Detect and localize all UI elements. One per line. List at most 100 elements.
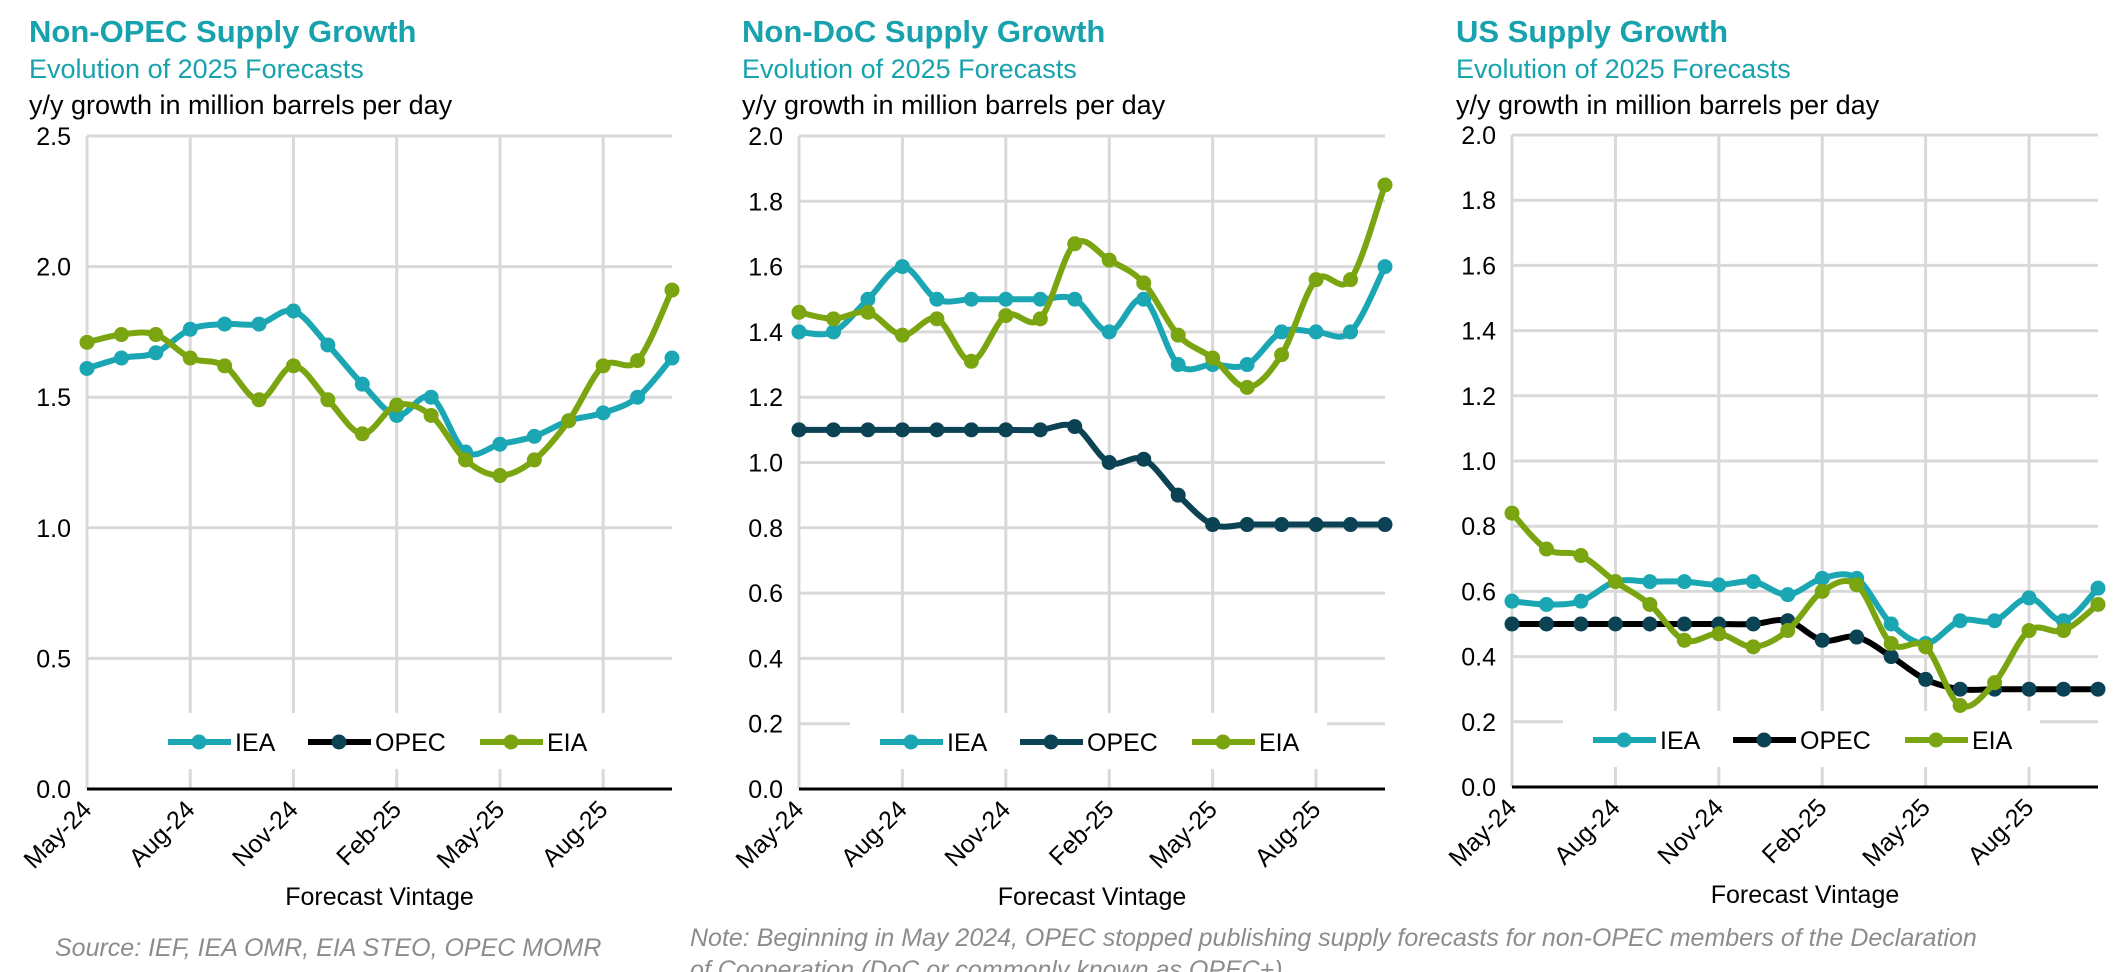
data-point-eia	[1032, 311, 1048, 327]
data-point-iea	[285, 303, 301, 319]
data-point-iea	[894, 259, 910, 275]
data-point-eia	[2090, 596, 2106, 612]
data-point-iea	[1676, 574, 1692, 590]
data-point-eia	[1504, 505, 1520, 521]
y-tick-label: 1.0	[748, 450, 783, 478]
y-tick-label: 1.4	[748, 319, 783, 347]
data-point-eia	[1377, 177, 1393, 193]
x-tick-label: Aug-24	[836, 795, 913, 872]
data-point-eia	[458, 452, 474, 468]
data-point-iea	[2090, 580, 2106, 596]
data-point-iea	[1814, 570, 1830, 586]
data-point-opec	[1676, 616, 1692, 632]
y-tick-label: 1.8	[1461, 187, 1496, 215]
data-point-opec	[1849, 629, 1865, 645]
x-tick-label: Feb-25	[331, 795, 407, 871]
y-tick-label: 1.0	[36, 515, 71, 543]
data-point-opec	[1883, 649, 1899, 665]
data-point-iea	[1377, 259, 1393, 275]
data-point-iea	[1883, 616, 1899, 632]
chart-2: Non-DoC Supply Growth Evolution of 2025 F…	[730, 14, 1393, 911]
series-line-opec	[799, 421, 1385, 530]
data-point-iea	[1274, 324, 1290, 340]
legend-swatch-marker	[331, 734, 347, 750]
data-point-opec	[2056, 681, 2072, 697]
series-line-eia	[798, 183, 1388, 391]
data-point-eia	[1642, 596, 1658, 612]
data-point-opec	[1101, 455, 1117, 470]
data-point-opec	[2090, 681, 2106, 697]
x-tick-label: Aug-25	[537, 795, 614, 872]
data-point-eia	[1745, 639, 1761, 655]
data-point-iea	[998, 291, 1014, 307]
data-point-eia	[217, 358, 233, 374]
data-point-eia	[1308, 272, 1324, 288]
data-point-opec	[1952, 681, 1968, 697]
data-point-iea	[492, 436, 508, 452]
data-point-eia	[894, 327, 910, 343]
y-tick-label: 0.2	[748, 711, 783, 739]
legend-swatch-marker	[1043, 734, 1059, 750]
legend-swatch-marker	[191, 734, 207, 750]
data-point-eia	[2056, 623, 2072, 639]
data-point-opec	[1918, 671, 1934, 687]
data-point-eia	[2021, 623, 2037, 639]
x-tick-label: Feb-25	[1757, 793, 1833, 869]
data-point-iea	[79, 360, 95, 376]
data-point-opec	[929, 422, 945, 438]
x-tick-label: Aug-25	[1249, 795, 1326, 872]
data-point-eia	[423, 407, 439, 423]
data-point-eia	[320, 392, 336, 408]
data-point-eia	[79, 334, 95, 350]
data-point-iea	[1642, 574, 1658, 590]
legend-label: OPEC	[375, 729, 446, 757]
y-tick-label: 0.8	[1461, 513, 1496, 541]
data-point-opec	[1239, 517, 1255, 533]
legend-item-eia: EIA	[480, 729, 588, 757]
data-point-opec	[1274, 517, 1290, 533]
legend-label: IEA	[947, 729, 988, 757]
x-tick-label: May-24	[730, 795, 809, 874]
data-point-eia	[389, 397, 405, 413]
y-tick-label: 0.6	[1461, 578, 1496, 606]
y-tick-label: 0.4	[748, 645, 783, 673]
data-point-iea	[148, 345, 164, 361]
data-point-iea	[1987, 613, 2003, 629]
series-line-eia	[86, 288, 675, 479]
x-tick-label: May-25	[1144, 795, 1223, 874]
data-point-eia	[595, 358, 611, 374]
data-point-eia	[1676, 632, 1692, 648]
data-point-iea	[1504, 593, 1520, 609]
data-point-eia	[354, 426, 370, 442]
data-point-iea	[791, 324, 807, 340]
y-tick-label: 2.0	[748, 123, 783, 151]
data-point-eia	[1814, 583, 1830, 599]
y-tick-label: 2.5	[36, 123, 71, 151]
data-point-iea	[1573, 593, 1589, 609]
data-point-eia	[1607, 574, 1623, 590]
data-point-iea	[1101, 324, 1117, 340]
data-point-iea	[1032, 291, 1048, 307]
x-tick-label: May-25	[431, 795, 510, 874]
y-tick-label: 1.4	[1461, 318, 1496, 346]
y-tick-label: 1.0	[1461, 448, 1496, 476]
data-point-eia	[1918, 639, 1934, 655]
data-point-opec	[860, 422, 876, 438]
y-tick-label: 0.0	[36, 776, 71, 804]
y-tick-label: 0.0	[748, 776, 783, 804]
series-line-iea	[86, 307, 675, 458]
y-axis-unit-label: y/y growth in million barrels per day	[1456, 90, 1880, 120]
x-axis-title: Forecast Vintage	[998, 883, 1187, 911]
data-point-iea	[860, 291, 876, 307]
data-point-eia	[1136, 275, 1152, 291]
data-point-opec	[1607, 616, 1623, 632]
data-point-opec	[1504, 616, 1520, 632]
y-tick-label: 0.6	[748, 580, 783, 608]
y-tick-label: 1.6	[748, 254, 783, 282]
data-point-iea	[1308, 324, 1324, 340]
data-point-eia	[860, 304, 876, 320]
data-point-iea	[825, 324, 841, 340]
data-point-eia	[1573, 548, 1589, 564]
data-point-iea	[963, 291, 979, 307]
